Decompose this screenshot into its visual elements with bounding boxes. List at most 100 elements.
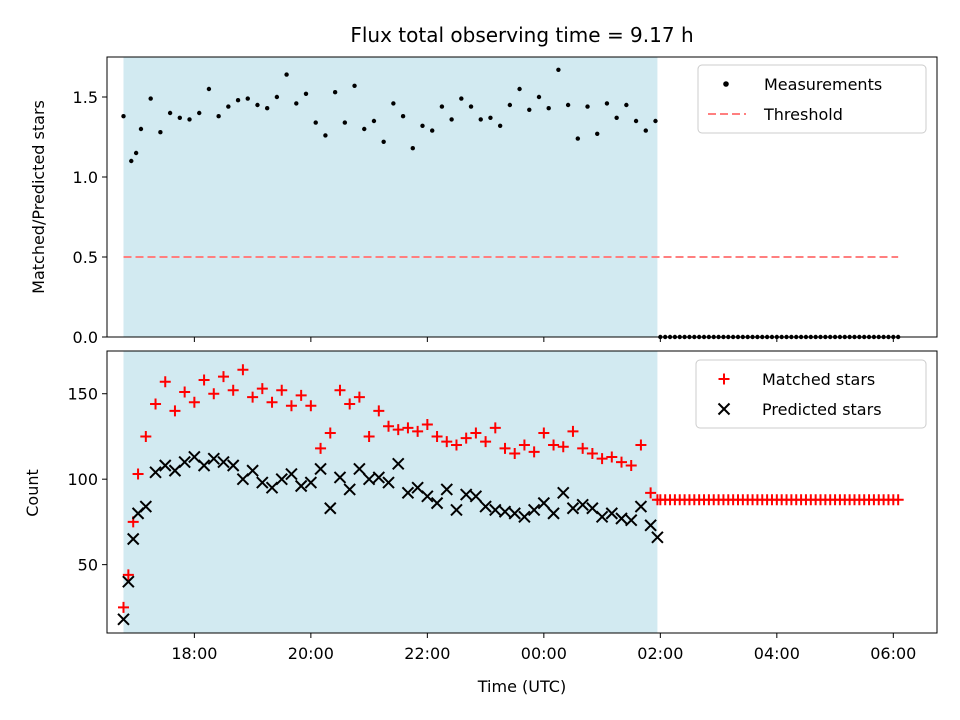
matched-star-point bbox=[635, 439, 647, 451]
predicted-star-point bbox=[498, 505, 512, 518]
predicted-star-point bbox=[343, 483, 356, 496]
predicted-star-point bbox=[557, 486, 570, 500]
measurement-point bbox=[138, 126, 144, 132]
matched-star-point bbox=[431, 430, 443, 442]
plot-frame bbox=[106, 56, 938, 338]
observing-window-band bbox=[123, 351, 658, 633]
matched-star-point bbox=[179, 386, 191, 398]
measurement-point bbox=[468, 104, 474, 109]
measurement-point bbox=[478, 117, 483, 122]
matched-star-point bbox=[383, 420, 395, 432]
predicted-star-point bbox=[353, 462, 366, 476]
y-tick-label: 150 bbox=[67, 385, 98, 404]
measurement-point bbox=[362, 126, 367, 132]
predicted-star-point bbox=[537, 496, 551, 510]
matched-star-point bbox=[334, 384, 346, 396]
measurement-point bbox=[274, 94, 280, 100]
measurement-point bbox=[284, 72, 289, 77]
count-marks bbox=[117, 364, 904, 626]
x-tick-label: 02:00 bbox=[637, 644, 683, 663]
matched-star-point bbox=[489, 422, 501, 434]
predicted-star-point bbox=[644, 519, 657, 532]
predicted-star-point bbox=[333, 471, 347, 484]
matched-star-point bbox=[353, 391, 365, 403]
measurement-point bbox=[527, 107, 532, 113]
matched-star-point bbox=[421, 418, 433, 430]
measurement-point bbox=[226, 104, 231, 109]
measurement-point bbox=[497, 123, 503, 128]
measurement-point bbox=[342, 120, 348, 125]
matched-star-point bbox=[596, 453, 608, 465]
measurement-point bbox=[449, 117, 454, 122]
matched-star-point bbox=[256, 383, 268, 395]
legend-label: Predicted stars bbox=[762, 400, 882, 419]
matched-star-point bbox=[305, 400, 317, 412]
matched-star-point bbox=[169, 405, 181, 417]
matched-star-point bbox=[548, 439, 560, 451]
measurement-point bbox=[264, 106, 270, 111]
ratio-y-axis-label: Matched/Predicted stars bbox=[29, 100, 48, 294]
predicted-star-point bbox=[421, 490, 434, 503]
matched-star-point bbox=[373, 405, 385, 417]
matched-star-point bbox=[616, 456, 628, 468]
matched-star-point bbox=[295, 389, 307, 401]
legend-marker bbox=[718, 373, 730, 385]
measurement-point bbox=[313, 120, 318, 125]
ratio-axes: 0.0 0.5 1.0 1.5 bbox=[73, 56, 938, 347]
predicted-star-point bbox=[547, 507, 560, 520]
legend-box bbox=[697, 64, 927, 134]
predicted-star-point bbox=[450, 503, 463, 517]
observing-window-shade-bottom bbox=[123, 351, 658, 633]
predicted-star-point bbox=[430, 496, 444, 510]
predicted-star-point bbox=[294, 479, 308, 493]
legend-marker bbox=[723, 81, 729, 87]
count-legend: Matched stars Predicted stars bbox=[695, 359, 927, 429]
measurement-point bbox=[546, 106, 551, 111]
predicted-star-point bbox=[226, 459, 240, 472]
matched-star-point bbox=[247, 391, 259, 403]
predicted-star-point bbox=[304, 476, 318, 489]
predicted-star-point bbox=[217, 455, 230, 469]
measurement-point bbox=[575, 136, 581, 141]
measurement-point bbox=[323, 133, 328, 138]
measurement-point bbox=[536, 94, 542, 100]
panel-counts: 50 100 150 18:00 20:00 22:00 00:00 02:00 04:00 06… bbox=[23, 350, 938, 696]
measurement-point bbox=[245, 96, 250, 101]
measurement-point bbox=[585, 104, 590, 109]
measurement-point bbox=[187, 117, 192, 122]
measurement-point bbox=[565, 102, 571, 108]
predicted-star-point bbox=[479, 500, 492, 513]
y-tick-label: 50 bbox=[78, 556, 98, 575]
measurement-point bbox=[133, 150, 139, 156]
matched-star-point bbox=[645, 487, 657, 499]
measurement-point bbox=[148, 96, 153, 101]
matched-star-point bbox=[509, 448, 521, 460]
matched-star-point bbox=[625, 460, 637, 472]
count-y-axis-label: Count bbox=[23, 469, 42, 517]
predicted-star-point bbox=[392, 457, 405, 471]
matched-star-point bbox=[118, 601, 130, 613]
measurement-point bbox=[614, 115, 619, 121]
predicted-star-point bbox=[595, 510, 609, 523]
matched-star-point bbox=[441, 436, 453, 448]
y-tick-label: 1.0 bbox=[73, 168, 98, 187]
predicted-star-point bbox=[527, 503, 541, 517]
matched-star-point bbox=[237, 364, 249, 376]
predicted-star-point bbox=[324, 502, 337, 515]
measurement-point bbox=[381, 139, 386, 144]
measurement-point bbox=[488, 115, 493, 121]
matched-star-point bbox=[480, 436, 492, 448]
predicted-star-point bbox=[382, 476, 395, 489]
predicted-star-point bbox=[459, 488, 473, 501]
y-tick-label: 0.5 bbox=[73, 248, 98, 267]
chart-title: Flux total observing time = 9.17 h bbox=[350, 23, 693, 47]
predicted-star-point bbox=[469, 490, 483, 503]
predicted-star-point bbox=[139, 500, 153, 513]
y-tick-label: 0.0 bbox=[73, 328, 98, 347]
predicted-star-point bbox=[440, 483, 453, 496]
matched-star-point bbox=[606, 451, 618, 463]
predicted-star-point bbox=[634, 500, 648, 513]
measurement-point bbox=[430, 128, 435, 133]
predicted-star-point bbox=[159, 459, 172, 472]
matched-star-point bbox=[557, 441, 569, 453]
